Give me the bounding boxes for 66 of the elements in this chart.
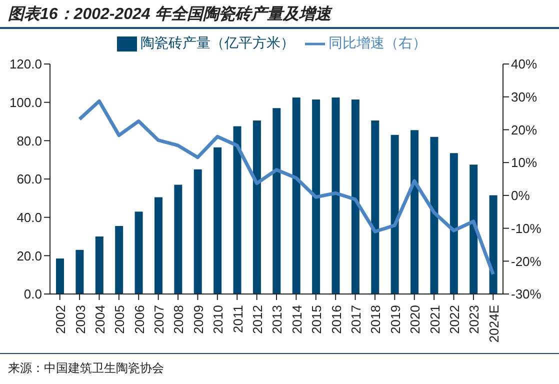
x-tick-label: 2021 <box>427 305 442 334</box>
source-note: 来源：中国建筑卫生陶瓷协会 <box>8 360 164 377</box>
bar <box>351 99 360 294</box>
x-tick-label: 2010 <box>210 305 226 334</box>
x-tick-label: 2014 <box>289 305 304 334</box>
x-tick-label: 2019 <box>388 305 403 334</box>
x-tick-label: 2003 <box>72 305 88 334</box>
bar <box>390 134 399 294</box>
x-tick-label: 2002 <box>53 305 68 334</box>
x-tick-label: 2008 <box>171 305 186 334</box>
bar <box>115 226 124 294</box>
y-tick-label: 40.0 <box>16 210 42 225</box>
y-tick-label: 20.0 <box>16 248 42 264</box>
bar <box>430 136 438 294</box>
x-tick-label: 2004 <box>92 305 108 334</box>
y-tick-label: 100.0 <box>9 94 42 110</box>
x-tick-label: 2007 <box>152 305 167 334</box>
bar <box>174 184 182 294</box>
y2-tick-label: 10% <box>511 155 538 170</box>
y2-tick-label: 40% <box>511 56 538 72</box>
chart-title: 图表16：2002-2024 年全国陶瓷砖产量及增速 <box>8 4 331 25</box>
x-tick-label: 2016 <box>328 305 344 334</box>
bar <box>470 164 478 294</box>
x-tick-label: 2023 <box>466 305 482 334</box>
y2-tick-label: 20% <box>511 122 538 138</box>
x-tick-label: 2015 <box>309 305 324 334</box>
x-tick-label: 2018 <box>368 305 384 334</box>
legend-label: 同比增速（右） <box>328 34 426 51</box>
y-tick-label: 0.0 <box>24 286 42 302</box>
x-tick-label: 2009 <box>190 305 206 334</box>
y2-tick-label: -20% <box>511 254 542 269</box>
x-tick-label: 2022 <box>446 305 462 334</box>
bar <box>252 120 261 294</box>
y2-tick-label: 0% <box>511 188 530 204</box>
bar <box>76 250 84 294</box>
x-tick-label: 2005 <box>112 305 128 334</box>
bar <box>214 147 222 294</box>
x-tick-label: 2011 <box>230 305 246 333</box>
x-tick-label: 2017 <box>348 305 364 334</box>
bar <box>410 130 419 294</box>
bar <box>450 153 458 294</box>
y2-tick-label: 30% <box>511 89 538 104</box>
bar <box>233 126 242 294</box>
bar <box>312 99 320 294</box>
bar <box>332 98 340 294</box>
x-tick-label: 2012 <box>250 305 266 334</box>
y-tick-label: 60.0 <box>16 172 42 187</box>
bar <box>194 169 202 294</box>
y-tick-label: 120.0 <box>9 56 42 72</box>
x-tick-label: 2013 <box>270 305 285 334</box>
legend-label: 陶瓷砖产量（亿平方米） <box>140 34 294 51</box>
bar <box>272 108 281 294</box>
bar <box>489 195 498 294</box>
bar <box>56 258 64 294</box>
bar <box>371 120 380 294</box>
x-tick-label: 2006 <box>132 305 147 334</box>
x-tick-label: 2020 <box>408 305 423 334</box>
line-series <box>78 99 495 276</box>
x-tick-label: 2024E <box>486 304 502 343</box>
bar <box>134 212 143 294</box>
bar <box>292 98 300 294</box>
bar <box>95 236 104 294</box>
bar <box>154 197 162 294</box>
y-tick-label: 80.0 <box>16 133 42 148</box>
y2-tick-label: -10% <box>511 220 542 236</box>
y2-tick-label: -30% <box>511 286 542 302</box>
